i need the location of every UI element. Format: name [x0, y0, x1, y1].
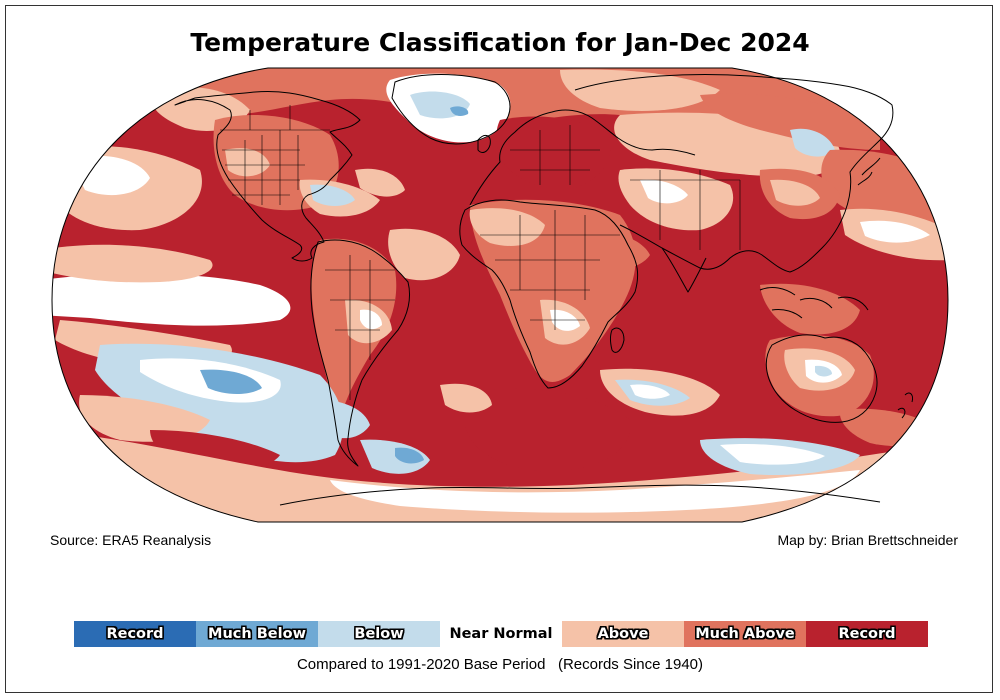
legend-above: Above: [562, 621, 684, 647]
north-atlantic-above: [355, 168, 405, 197]
japan-coast: [857, 157, 881, 186]
new-zealand-coast: [897, 392, 913, 419]
africa-coast: [459, 199, 639, 389]
legend-label: Much Above: [695, 626, 795, 642]
legend-much-above: Much Above: [684, 621, 806, 647]
east-siberia-much-above: [700, 93, 880, 150]
coastlines: [174, 74, 913, 506]
gulf-stream-below: [310, 184, 355, 206]
much-above-arctic: [180, 68, 880, 125]
legend-below: Below: [318, 621, 440, 647]
legend-label: Above: [597, 626, 649, 642]
legend-label: Below: [354, 626, 404, 642]
western-us-above: [225, 148, 270, 177]
south-atlantic-above: [440, 383, 492, 413]
legend-label: Much Below: [208, 626, 306, 642]
legend-label: Record: [106, 626, 164, 642]
map-legend: Record Much Below Below Near Normal Abov…: [74, 621, 928, 647]
source-caption: Source: ERA5 Reanalysis: [50, 532, 212, 548]
india-coast: [661, 247, 707, 293]
maritime-much-above: [760, 283, 860, 335]
north-africa-above: [469, 208, 545, 246]
temperature-field: [52, 68, 948, 522]
globe-outline: [51, 67, 949, 523]
base-period-note: Compared to 1991-2020 Base Period (Recor…: [296, 656, 704, 673]
south-indian-near-normal: [630, 384, 670, 399]
map-credit: Map by: Brian Brettschneider: [777, 532, 958, 548]
southern-ocean-near-normal: [720, 444, 825, 465]
mongolia-below: [790, 128, 835, 157]
southern-africa-near-normal: [550, 309, 580, 331]
antarctic-near-normal: [330, 470, 860, 513]
south-america-coast: [310, 239, 411, 467]
nw-pacific-near-normal: [860, 220, 930, 243]
us-state-borders: [222, 130, 305, 205]
uk-coast: [477, 134, 491, 153]
east-pacific-above: [52, 244, 213, 283]
north-america-coast: [174, 91, 361, 262]
maritime-islands-coast: [759, 287, 869, 319]
south-america-borders: [325, 255, 395, 400]
legend-near-normal: Near Normal: [440, 621, 562, 647]
south-atlantic-below: [360, 439, 430, 474]
southeast-pacific-above: [79, 395, 211, 442]
madagascar-coast: [610, 327, 625, 353]
africa-borders: [480, 210, 620, 330]
patagonia-below: [320, 400, 370, 439]
legend-record-warm: Record: [806, 621, 928, 647]
australia-coast: [765, 334, 878, 423]
antarctica-coast: [279, 484, 881, 506]
legend-much-below: Much Below: [196, 621, 318, 647]
canada-borders: [220, 105, 330, 131]
greenland-coast: [391, 74, 511, 145]
siberia-above: [560, 69, 720, 111]
australia-below: [815, 365, 832, 377]
europe-record: [496, 116, 611, 189]
europe-coast: [469, 109, 696, 206]
legend-label: Near Normal: [449, 626, 553, 642]
china-above: [770, 179, 820, 206]
south-pacific-much-below: [200, 369, 262, 394]
brazil-near-normal: [360, 309, 382, 330]
south-atlantic-record: [465, 388, 631, 472]
legend-record-cold: Record: [74, 621, 196, 647]
asia-coast: [574, 74, 894, 273]
map-title: Temperature Classification for Jan-Dec 2…: [190, 28, 810, 57]
legend-label: Record: [838, 626, 896, 642]
tropical-atlantic-above: [388, 228, 460, 281]
greenland-much-below: [450, 106, 469, 116]
eurasia-borders: [510, 125, 741, 250]
middle-east-near-normal: [640, 179, 688, 204]
east-pacific-near-normal: [52, 273, 291, 326]
political-borders: [220, 105, 741, 400]
south-atlantic-much-below: [395, 447, 424, 464]
